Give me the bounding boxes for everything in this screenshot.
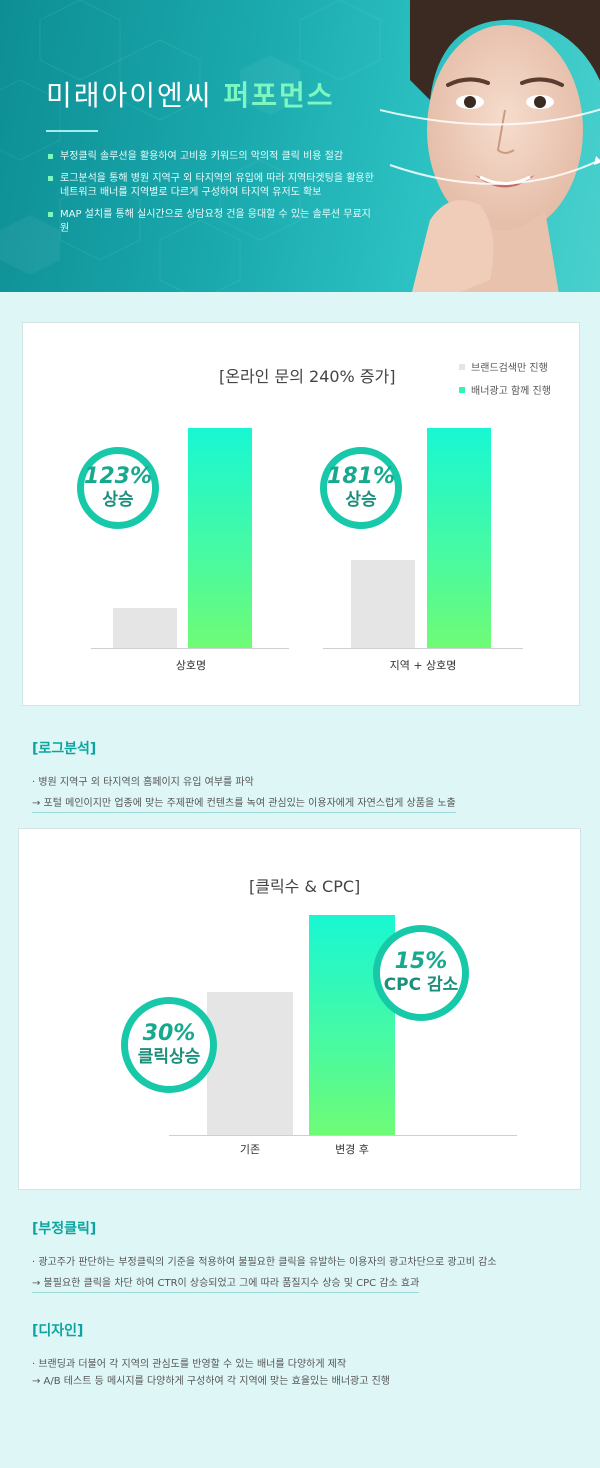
badge-value: 30% — [142, 1021, 196, 1046]
hero-title-highlight: 퍼포먼스 — [223, 79, 335, 112]
bar-before — [207, 992, 293, 1135]
model-face-image — [379, 0, 600, 292]
badge-value: 181% — [327, 464, 395, 489]
badge-label: CPC 감소 — [383, 975, 459, 995]
bar-banner-ad-0 — [188, 428, 252, 648]
cpc-decrease-badge: 15% CPC 감소 — [373, 925, 469, 1021]
legend-label: 브랜드검색만 진행 — [471, 363, 548, 374]
badge-value: 15% — [394, 949, 448, 974]
hero-divider — [46, 130, 98, 132]
section-title: [부정클릭] — [32, 1221, 97, 1237]
x-tick-label: 변경 후 — [335, 1143, 369, 1156]
bullet-square-icon — [48, 212, 53, 217]
hero-title-plain: 미래아이엔씨 — [46, 79, 224, 112]
hero-bullet: MAP 설치를 통해 실시간으로 상담요청 건을 응대할 수 있는 솔루션 무료… — [48, 208, 378, 236]
hero-bullet-list: 부정클릭 솔루션을 활용하여 고비용 키워드의 악의적 클릭 비용 절감 로그분… — [48, 150, 378, 244]
hero-bullet: 부정클릭 솔루션을 활용하여 고비용 키워드의 악의적 클릭 비용 절감 — [48, 150, 378, 164]
legend-label: 배너광고 함께 진행 — [471, 386, 551, 397]
section-log-analysis: [로그분석] · 병원 지역구 외 타지역의 홈페이지 유입 여부를 파악 → … — [32, 738, 572, 813]
bar-banner-ad-1 — [427, 428, 491, 648]
hexagon-pattern-background — [0, 0, 381, 292]
bullet-square-icon — [48, 176, 53, 181]
badge-label: 상승 — [345, 490, 377, 510]
section-line: → 포털 메인이지만 업종에 맞는 주제판에 컨텐츠를 녹여 관심있는 이용자에… — [32, 795, 456, 813]
bar-brand-search-0 — [113, 608, 177, 648]
legend-swatch-green — [459, 386, 465, 393]
section-line: · 광고주가 판단하는 부정클릭의 기준을 적용하여 불필요한 클릭을 유발하는… — [32, 1257, 497, 1268]
bullet-square-icon — [48, 154, 53, 159]
badge-value: 123% — [84, 464, 152, 489]
section-design: [디자인] · 브랜딩과 더불어 각 지역의 관심도를 반영할 수 있는 배너를… — [32, 1320, 572, 1390]
section-line: → A/B 테스트 등 메시지를 다양하게 구성하여 각 지역에 맞는 효율있는… — [32, 1376, 390, 1387]
bar-brand-search-1 — [351, 560, 415, 648]
section-line: · 브랜딩과 더불어 각 지역의 관심도를 반영할 수 있는 배너를 다양하게 … — [32, 1359, 347, 1370]
chart-title: [온라인 문의 240% 증가] — [219, 367, 396, 386]
legend-item: 브랜드검색만 진행 — [459, 359, 551, 374]
x-tick-label: 기존 — [239, 1143, 261, 1156]
increase-badge: 181% 상승 — [320, 447, 402, 529]
chart-baseline — [169, 1135, 517, 1136]
section-line: · 병원 지역구 외 타지역의 홈페이지 유입 여부를 파악 — [32, 777, 254, 788]
increase-badge: 123% 상승 — [77, 447, 159, 529]
section-title: [디자인] — [32, 1323, 84, 1339]
chart-legend: 브랜드검색만 진행 배너광고 함께 진행 — [459, 359, 551, 405]
chart-card-inquiries: [온라인 문의 240% 증가] 브랜드검색만 진행 배너광고 함께 진행 상호… — [22, 322, 580, 706]
section-line: → 불필요한 클릭을 차단 하여 CTR이 상승되었고 그에 따라 품질지수 상… — [32, 1275, 420, 1293]
badge-label: 상승 — [102, 490, 134, 510]
section-title: [로그분석] — [32, 741, 97, 757]
hero-bullet-text: MAP 설치를 통해 실시간으로 상담요청 건을 응대할 수 있는 솔루션 무료… — [60, 209, 371, 234]
badge-label: 클릭상승 — [137, 1047, 201, 1067]
chart-baseline — [91, 648, 289, 649]
hero-title: 미래아이엔씨 퍼포먼스 — [46, 74, 335, 114]
hero-bullet: 로그분석을 통해 병원 지역구 외 타지역의 유입에 따라 지역타겟팅을 활용한… — [48, 172, 378, 200]
chart-title: [클릭수 & CPC] — [249, 877, 361, 896]
chart-baseline — [323, 648, 523, 649]
legend-swatch-gray — [459, 363, 465, 370]
section-invalid-click: [부정클릭] · 광고주가 판단하는 부정클릭의 기준을 적용하여 불필요한 클… — [32, 1218, 572, 1293]
hero-bullet-text: 로그분석을 통해 병원 지역구 외 타지역의 유입에 따라 지역타겟팅을 활용한… — [60, 173, 374, 198]
x-tick-label: 상호명 — [175, 659, 207, 672]
hero-bullet-text: 부정클릭 솔루션을 활용하여 고비용 키워드의 악의적 클릭 비용 절감 — [60, 151, 344, 162]
chart-card-clicks-cpc: [클릭수 & CPC] 기존 변경 후 30% 클릭상승 15% CPC 감소 — [18, 828, 581, 1190]
x-tick-label: 지역 + 상호명 — [389, 659, 457, 672]
hero-banner: 미래아이엔씨 퍼포먼스 부정클릭 솔루션을 활용하여 고비용 키워드의 악의적 … — [0, 0, 600, 292]
legend-item: 배너광고 함께 진행 — [459, 382, 551, 397]
click-increase-badge: 30% 클릭상승 — [121, 997, 217, 1093]
